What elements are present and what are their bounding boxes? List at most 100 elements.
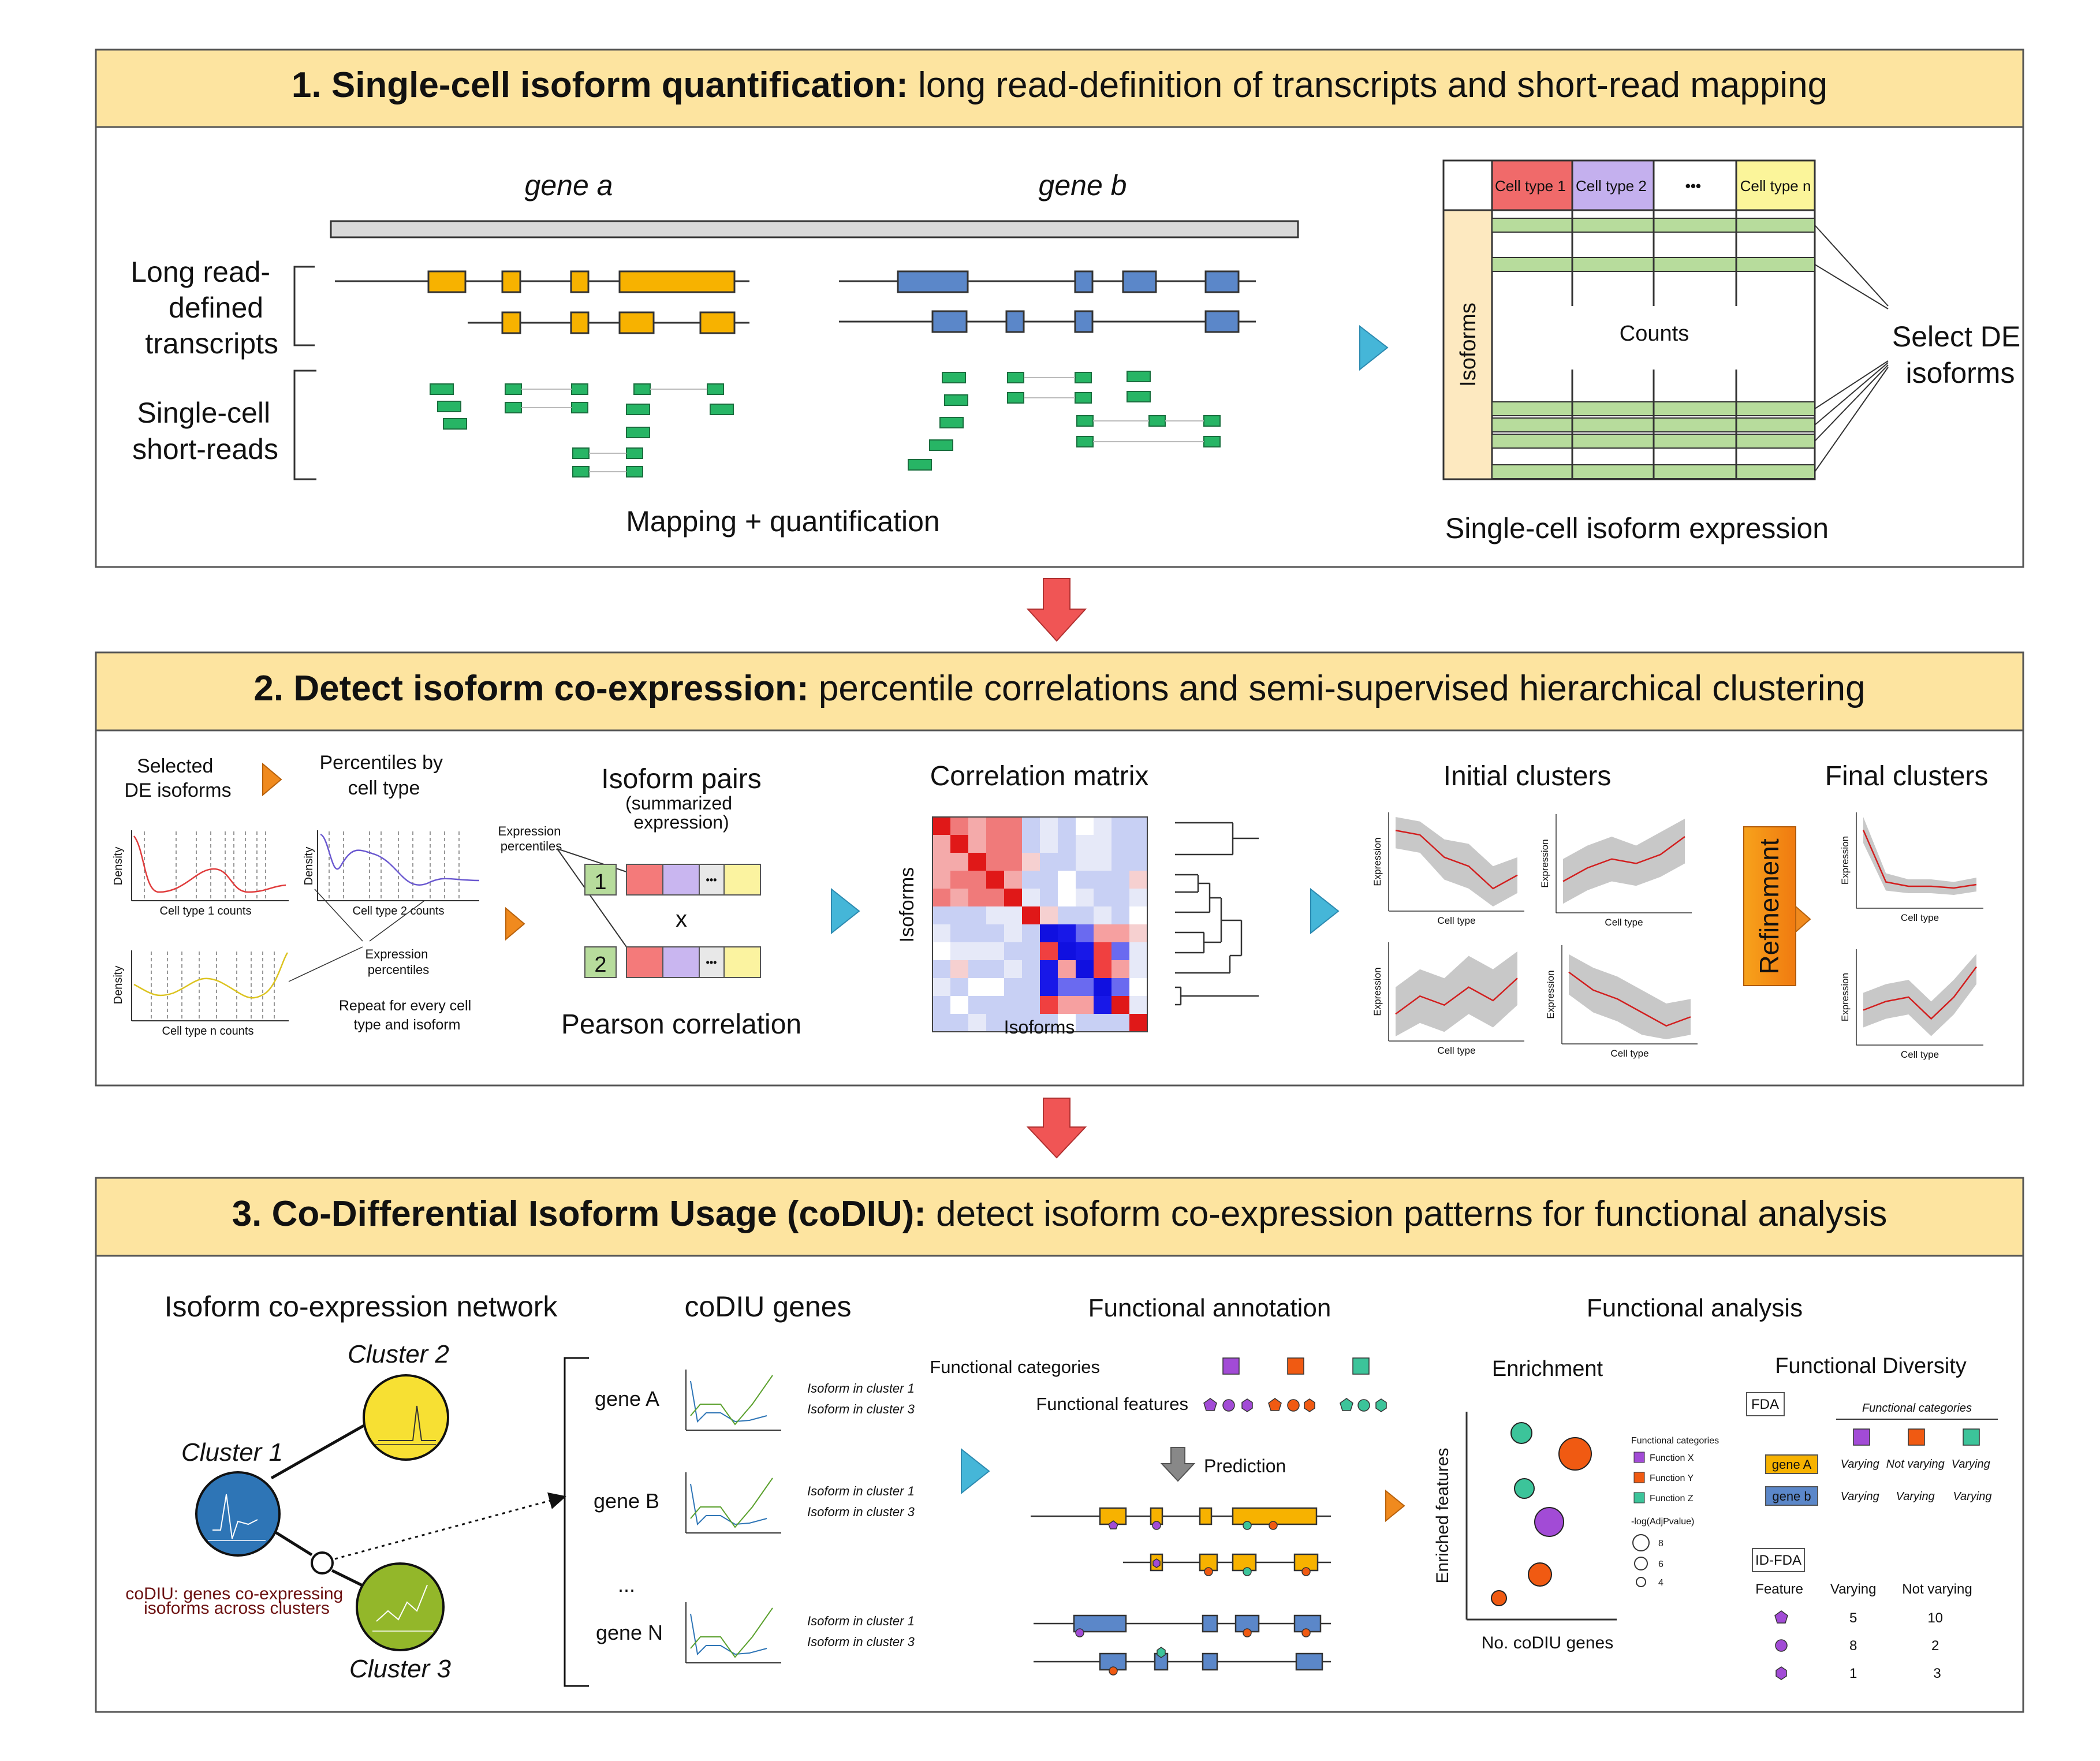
- heatmap-cell: [1058, 996, 1076, 1014]
- heatmap-cell: [968, 996, 986, 1014]
- svg-text:Expression: Expression: [1372, 837, 1383, 886]
- heatmap-cell: [950, 889, 968, 906]
- svg-text:gene A gene B ...: gene A gene B ... gene N: [594, 1387, 665, 1644]
- heatmap-cell: [1040, 871, 1058, 889]
- heatmap-cell: [1094, 960, 1111, 978]
- panel-2-header: [95, 651, 2024, 732]
- heatmap-cell: [1076, 835, 1094, 853]
- functional-features-label: Functional features: [1036, 1394, 1188, 1414]
- heatmap-cell: [1058, 978, 1076, 996]
- idfda-box: [1752, 1548, 1805, 1572]
- heatmap-cell: [986, 924, 1004, 942]
- select-de-label: Select DE isoforms: [1892, 320, 2028, 389]
- heatmap-cell: [950, 853, 968, 871]
- cell-type-1-header: Cell type 1: [1495, 177, 1566, 195]
- enrichment-point: [1514, 1478, 1535, 1499]
- heatmap-cell: [1094, 853, 1111, 871]
- enrichment-legend: Functional categories Function X Functio…: [1631, 1436, 1719, 1588]
- heatmap-cell: [1040, 853, 1058, 871]
- heatmap-cell: [1111, 924, 1129, 942]
- svg-text:Isoform in cluster 3: Isoform in cluster 3: [807, 1635, 915, 1649]
- fda-gene-a-label: gene A: [1772, 1457, 1812, 1472]
- heatmap-cell: [1111, 1014, 1129, 1032]
- refinement-label: Refinement: [1754, 838, 1784, 974]
- heatmap-cell: [1129, 960, 1147, 978]
- heatmap-cell: [1076, 960, 1094, 978]
- long-read-label: Long read- defined transcripts: [130, 256, 278, 360]
- idfda-circle: [1775, 1639, 1788, 1652]
- heatmap-cell: [1022, 942, 1040, 960]
- heatmap-cell: [1004, 817, 1022, 835]
- heatmap-cell: [1040, 960, 1058, 978]
- svg-text:Density: Density: [112, 966, 125, 1005]
- summarized-label: (summarized expression): [625, 793, 737, 833]
- heatmap-cell: [968, 942, 986, 960]
- arrow-triangle-3: [1310, 887, 1340, 935]
- panel-1-header: [95, 48, 2024, 128]
- fda-label: FDA: [1751, 1397, 1779, 1412]
- svg-text:8: 8: [1658, 1539, 1663, 1549]
- heatmap-cell: [932, 942, 950, 960]
- heatmap-cell: [1094, 871, 1111, 889]
- heatmap-cell: [1076, 978, 1094, 996]
- svg-text:Cell type 2 counts: Cell type 2 counts: [353, 905, 445, 917]
- heatmap-cell: [1094, 835, 1111, 853]
- functional-diversity-title: Functional Diversity: [1775, 1354, 1967, 1378]
- heatmap-cell: [1040, 978, 1058, 996]
- heatmap-cell: [1004, 853, 1022, 871]
- heatmap-cell: [932, 853, 950, 871]
- category-square-orange: [1287, 1357, 1304, 1375]
- heatmap-cell: [1111, 996, 1129, 1014]
- pair-row-2: [584, 946, 761, 978]
- heatmap-cell: [932, 1014, 950, 1032]
- svg-text:Cell type: Cell type: [1437, 915, 1475, 926]
- codiu-note: coDIU: genes co-expressing isoforms acro…: [125, 1584, 348, 1618]
- svg-text:4: 4: [1658, 1578, 1663, 1588]
- heatmap-cell: [1094, 924, 1111, 942]
- enrichment-point: [1558, 1437, 1592, 1471]
- svg-text:Cell type 1 counts: Cell type 1 counts: [160, 905, 252, 917]
- heatmap-cell: [1129, 889, 1147, 906]
- final-cluster-plot-2: Expression Cell type: [1840, 949, 1983, 1060]
- heatmap-cell: [950, 996, 968, 1014]
- mapping-label: Mapping + quantification: [626, 505, 939, 538]
- heatmap-cell: [1094, 942, 1111, 960]
- heatmap-cell: [1022, 1014, 1040, 1032]
- enrichment-point: [1510, 1422, 1532, 1444]
- heatmap-cell: [1022, 835, 1040, 853]
- heatmap-cell: [932, 906, 950, 924]
- short-read-label: Single-cell short-reads: [132, 397, 278, 465]
- heatmap-cell: [1022, 853, 1040, 871]
- fda-box: [1746, 1392, 1785, 1416]
- heatmap-cell: [932, 871, 950, 889]
- svg-text:Cell type 1 Cell type: Cell type 1 Cell type 2 ••• Cell type n: [1495, 177, 1811, 195]
- heatmap-cell: [950, 835, 968, 853]
- heatmap-cell: [1022, 996, 1040, 1014]
- heatmap-cell: [968, 889, 986, 906]
- gene-b-item: gene B: [594, 1489, 659, 1513]
- selected-de-label: Selected DE isoforms: [124, 755, 231, 801]
- functional-analysis-title: Functional analysis: [1587, 1294, 1803, 1322]
- heatmap-cell: [968, 924, 986, 942]
- heatmap-cell: [1040, 889, 1058, 906]
- final-cluster-plot-1: Expression Cell type: [1840, 812, 1983, 923]
- gene-n-item: gene N: [596, 1621, 663, 1644]
- codiu-genes-bracket: [564, 1357, 589, 1687]
- cluster-1-label: Cluster 1: [181, 1438, 283, 1467]
- heatmap-cell: [1094, 978, 1111, 996]
- heatmap-cell: [950, 906, 968, 924]
- svg-text:Density: Density: [303, 847, 315, 886]
- heatmap-cell: [1040, 996, 1058, 1014]
- panel-1-title: 1. Single-cell isoform quantification: l…: [292, 65, 1827, 105]
- gene-b-label: gene b: [1039, 169, 1127, 202]
- orange-triangle-3: [1795, 905, 1811, 934]
- arrow-triangle-1: [1359, 324, 1389, 371]
- heatmap-cell: [1129, 817, 1147, 835]
- heatmap-cell: [1076, 889, 1094, 906]
- heatmap-cell: [950, 1014, 968, 1032]
- panel-3-header: [95, 1177, 2024, 1257]
- heatmap-cell: [1004, 942, 1022, 960]
- heatmap-cell: [1004, 924, 1022, 942]
- panel-1: 1. Single-cell isoform quantification: l…: [95, 48, 2028, 568]
- sc-expression-label: Single-cell isoform expression: [1445, 512, 1829, 544]
